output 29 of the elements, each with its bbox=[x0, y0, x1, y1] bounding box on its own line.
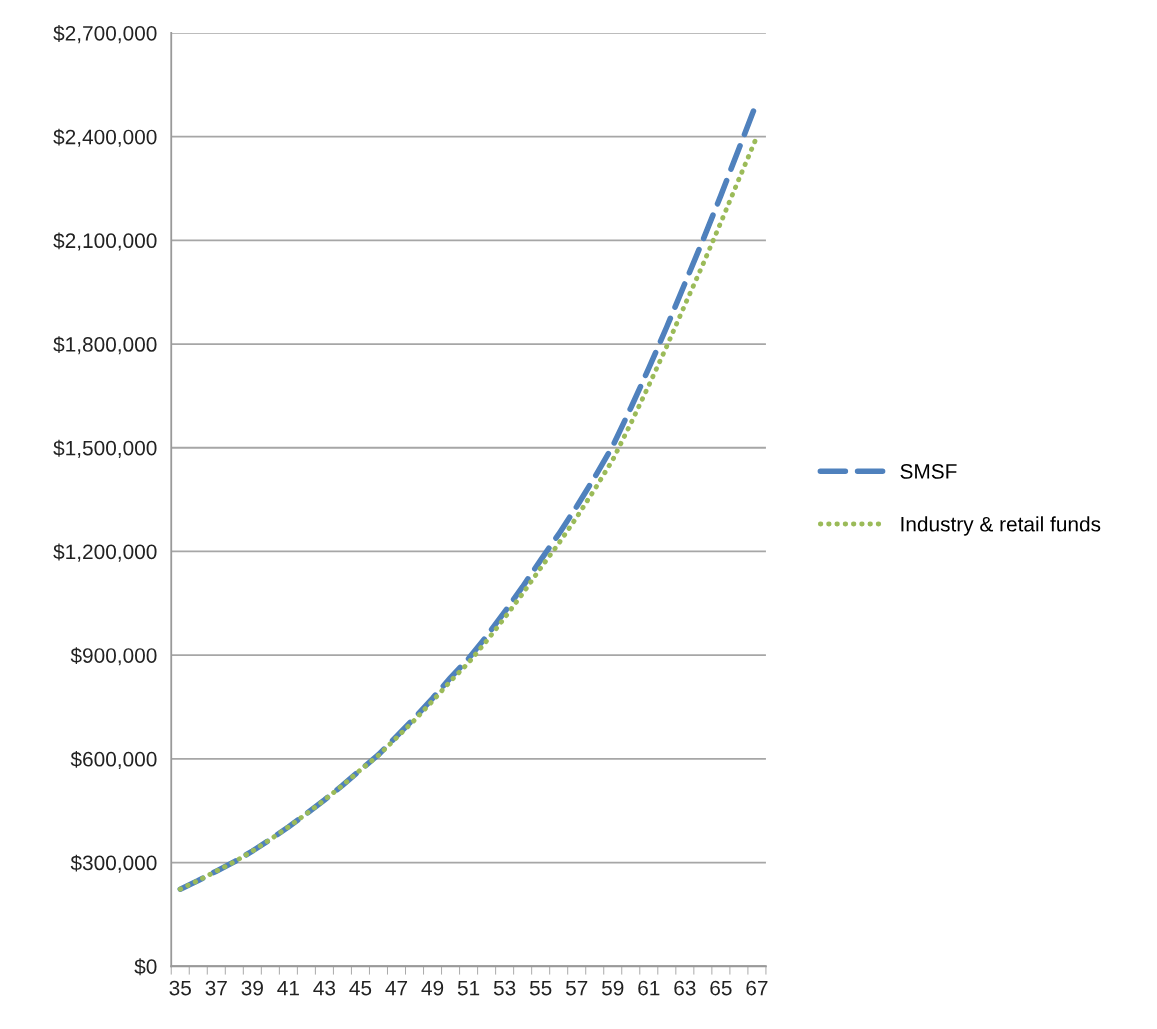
y-tick-label: $1,800,000 bbox=[53, 336, 157, 355]
y-tick-label: $0 bbox=[134, 958, 157, 976]
x-tick-label: 39 bbox=[241, 980, 263, 996]
x-tick-label: 53 bbox=[493, 980, 516, 996]
x-tick-label: 51 bbox=[457, 980, 480, 996]
y-tick-label: $600,000 bbox=[70, 750, 157, 770]
x-tick-label: 67 bbox=[746, 980, 768, 996]
x-tick-label: 43 bbox=[313, 980, 336, 996]
x-tick-label: 47 bbox=[385, 980, 408, 996]
x-tick-label: 35 bbox=[169, 980, 191, 996]
x-tick-label: 55 bbox=[529, 980, 552, 996]
x-tick-label: 41 bbox=[277, 980, 299, 996]
x-tick-label: 63 bbox=[674, 980, 696, 996]
y-tick-label: $300,000 bbox=[70, 854, 157, 873]
y-tick-label: $1,200,000 bbox=[53, 543, 157, 562]
y-tick-label: $1,500,000 bbox=[53, 439, 157, 458]
x-tick-label: 45 bbox=[349, 980, 372, 996]
y-tick-label: $900,000 bbox=[70, 647, 157, 666]
y-tick-label: $2,400,000 bbox=[53, 128, 157, 147]
legend-label: SMSF bbox=[900, 464, 957, 479]
x-tick-label: 49 bbox=[421, 980, 444, 996]
legend-label: Industry & retail funds bbox=[901, 516, 1101, 536]
x-tick-label: 59 bbox=[602, 980, 624, 996]
x-tick-label: 37 bbox=[205, 980, 227, 996]
y-tick-label: $2,700,000 bbox=[53, 25, 157, 44]
y-tick-label: $2,100,000 bbox=[53, 232, 157, 251]
x-tick-label: 57 bbox=[565, 980, 588, 996]
x-tick-label: 61 bbox=[638, 980, 660, 996]
x-tick-label: 65 bbox=[710, 980, 732, 996]
